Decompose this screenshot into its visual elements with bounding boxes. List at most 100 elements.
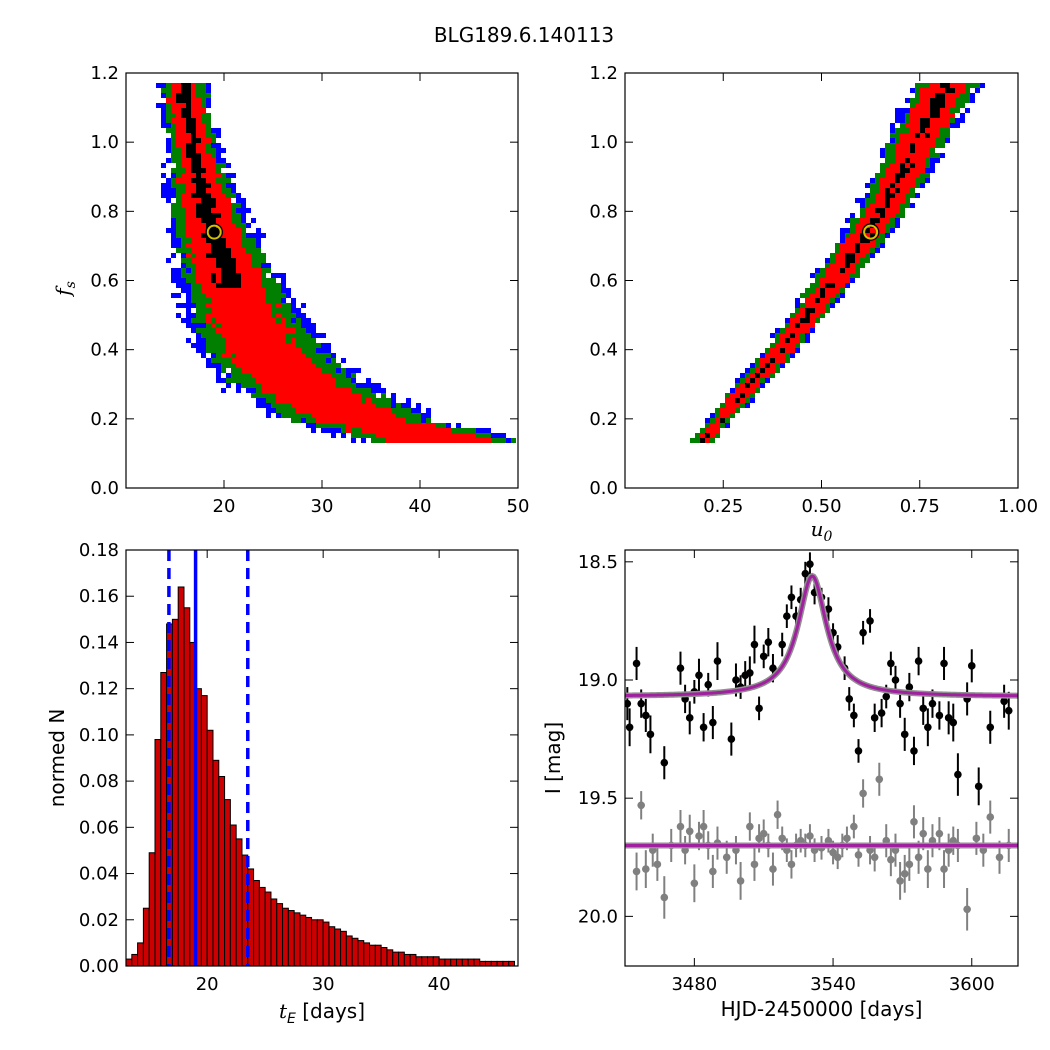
heatmap-cell xyxy=(176,103,181,108)
heatmap-cell xyxy=(396,428,401,433)
heatmap-cell xyxy=(221,298,226,303)
heatmap-cell xyxy=(236,353,241,358)
x-axis-label: u0 xyxy=(811,517,833,545)
heatmap-cell xyxy=(341,418,346,423)
heatmap-cell xyxy=(386,433,391,438)
heatmap-cell xyxy=(281,293,286,298)
heatmap-cell xyxy=(895,118,900,123)
heatmap-cell xyxy=(705,418,710,423)
heatmap-cell xyxy=(795,323,800,328)
heatmap-cell xyxy=(925,113,930,118)
heatmap-cell xyxy=(201,323,206,328)
heatmap-cell xyxy=(496,433,501,438)
heatmap-cell xyxy=(351,438,356,443)
heatmap-cell xyxy=(166,108,171,113)
heatmap-cell xyxy=(231,348,236,353)
heatmap-cell xyxy=(196,128,201,133)
heatmap-cell xyxy=(246,243,251,248)
heatmap-cell xyxy=(885,203,890,208)
heatmap-cell xyxy=(351,393,356,398)
heatmap-cell xyxy=(256,343,261,348)
heatmap-cell xyxy=(231,273,236,278)
heatmap-cell xyxy=(910,118,915,123)
heatmap-cell xyxy=(925,148,930,153)
heatmap-cell xyxy=(176,88,181,93)
heatmap-cell xyxy=(301,403,306,408)
heatmap-cell xyxy=(910,148,915,153)
heatmap-cell xyxy=(905,163,910,168)
heatmap-cell xyxy=(900,188,905,193)
heatmap-cell xyxy=(710,423,715,428)
heatmap-cell xyxy=(745,368,750,373)
heatmap-cell xyxy=(191,268,196,273)
heatmap-cell xyxy=(960,98,965,103)
heatmap-cell xyxy=(316,393,321,398)
heatmap-cell xyxy=(311,333,316,338)
data-point-source xyxy=(866,617,874,625)
heatmap-cell xyxy=(216,368,221,373)
data-point-source xyxy=(824,605,833,613)
heatmap-cell xyxy=(256,253,261,258)
histogram-bar xyxy=(392,951,400,967)
heatmap-cell xyxy=(236,193,241,198)
heatmap-cell xyxy=(341,393,346,398)
heatmap-cell xyxy=(501,438,506,443)
heatmap-cell xyxy=(286,388,291,393)
heatmap-cell xyxy=(251,363,256,368)
data-point-comparison xyxy=(870,853,879,862)
heatmap-cell xyxy=(226,353,231,358)
heatmap-cell xyxy=(381,408,386,413)
heatmap-cell xyxy=(376,433,381,438)
data-point-source xyxy=(632,659,641,668)
heatmap-cell xyxy=(196,88,201,93)
heatmap-cell xyxy=(236,203,241,208)
heatmap-cell xyxy=(915,88,920,93)
heatmap-cell xyxy=(361,423,366,428)
heatmap-cell xyxy=(865,238,870,243)
heatmap-cell xyxy=(910,188,915,193)
heatmap-cell xyxy=(925,173,930,178)
heatmap-cell xyxy=(256,348,261,353)
heatmap-cell xyxy=(201,268,206,273)
heatmap-cell xyxy=(900,123,905,128)
data-point-source xyxy=(924,723,932,732)
heatmap-cell xyxy=(321,398,326,403)
heatmap-cell xyxy=(381,418,386,423)
heatmap-cell xyxy=(171,228,176,233)
heatmap-cell xyxy=(820,268,825,273)
heatmap-cell xyxy=(191,133,196,138)
heatmap-cell xyxy=(825,268,830,273)
heatmap-cell xyxy=(970,93,975,98)
heatmap-cell xyxy=(506,438,511,443)
heatmap-cell xyxy=(256,398,261,403)
heatmap-cell xyxy=(171,168,176,173)
heatmap-cell xyxy=(211,328,216,333)
heatmap-cell xyxy=(266,398,271,403)
heatmap-cell xyxy=(251,258,256,263)
heatmap-cell xyxy=(785,353,790,358)
heatmap-cell xyxy=(206,218,211,223)
heatmap-cell xyxy=(316,343,321,348)
heatmap-cell xyxy=(261,373,266,378)
heatmap-cell xyxy=(226,178,231,183)
heatmap-cell xyxy=(256,338,261,343)
heatmap-cell xyxy=(236,358,241,363)
heatmap-cell xyxy=(226,248,231,253)
heatmap-cell xyxy=(935,133,940,138)
heatmap-cell xyxy=(880,173,885,178)
heatmap-cell xyxy=(216,378,221,383)
heatmap-cell xyxy=(221,213,226,218)
heatmap-cell xyxy=(306,323,311,328)
data-point-source xyxy=(685,714,694,722)
heatmap-cell xyxy=(875,193,880,198)
heatmap-cell xyxy=(391,393,396,398)
heatmap-cell xyxy=(176,283,181,288)
heatmap-cell xyxy=(186,238,191,243)
heatmap-cell xyxy=(311,328,316,333)
heatmap-cell xyxy=(271,373,276,378)
heatmap-cell xyxy=(890,218,895,223)
x-axis-label-math: t xyxy=(279,999,288,1023)
heatmap-cell xyxy=(226,263,231,268)
heatmap-cell xyxy=(336,393,341,398)
heatmap-cell xyxy=(810,323,815,328)
